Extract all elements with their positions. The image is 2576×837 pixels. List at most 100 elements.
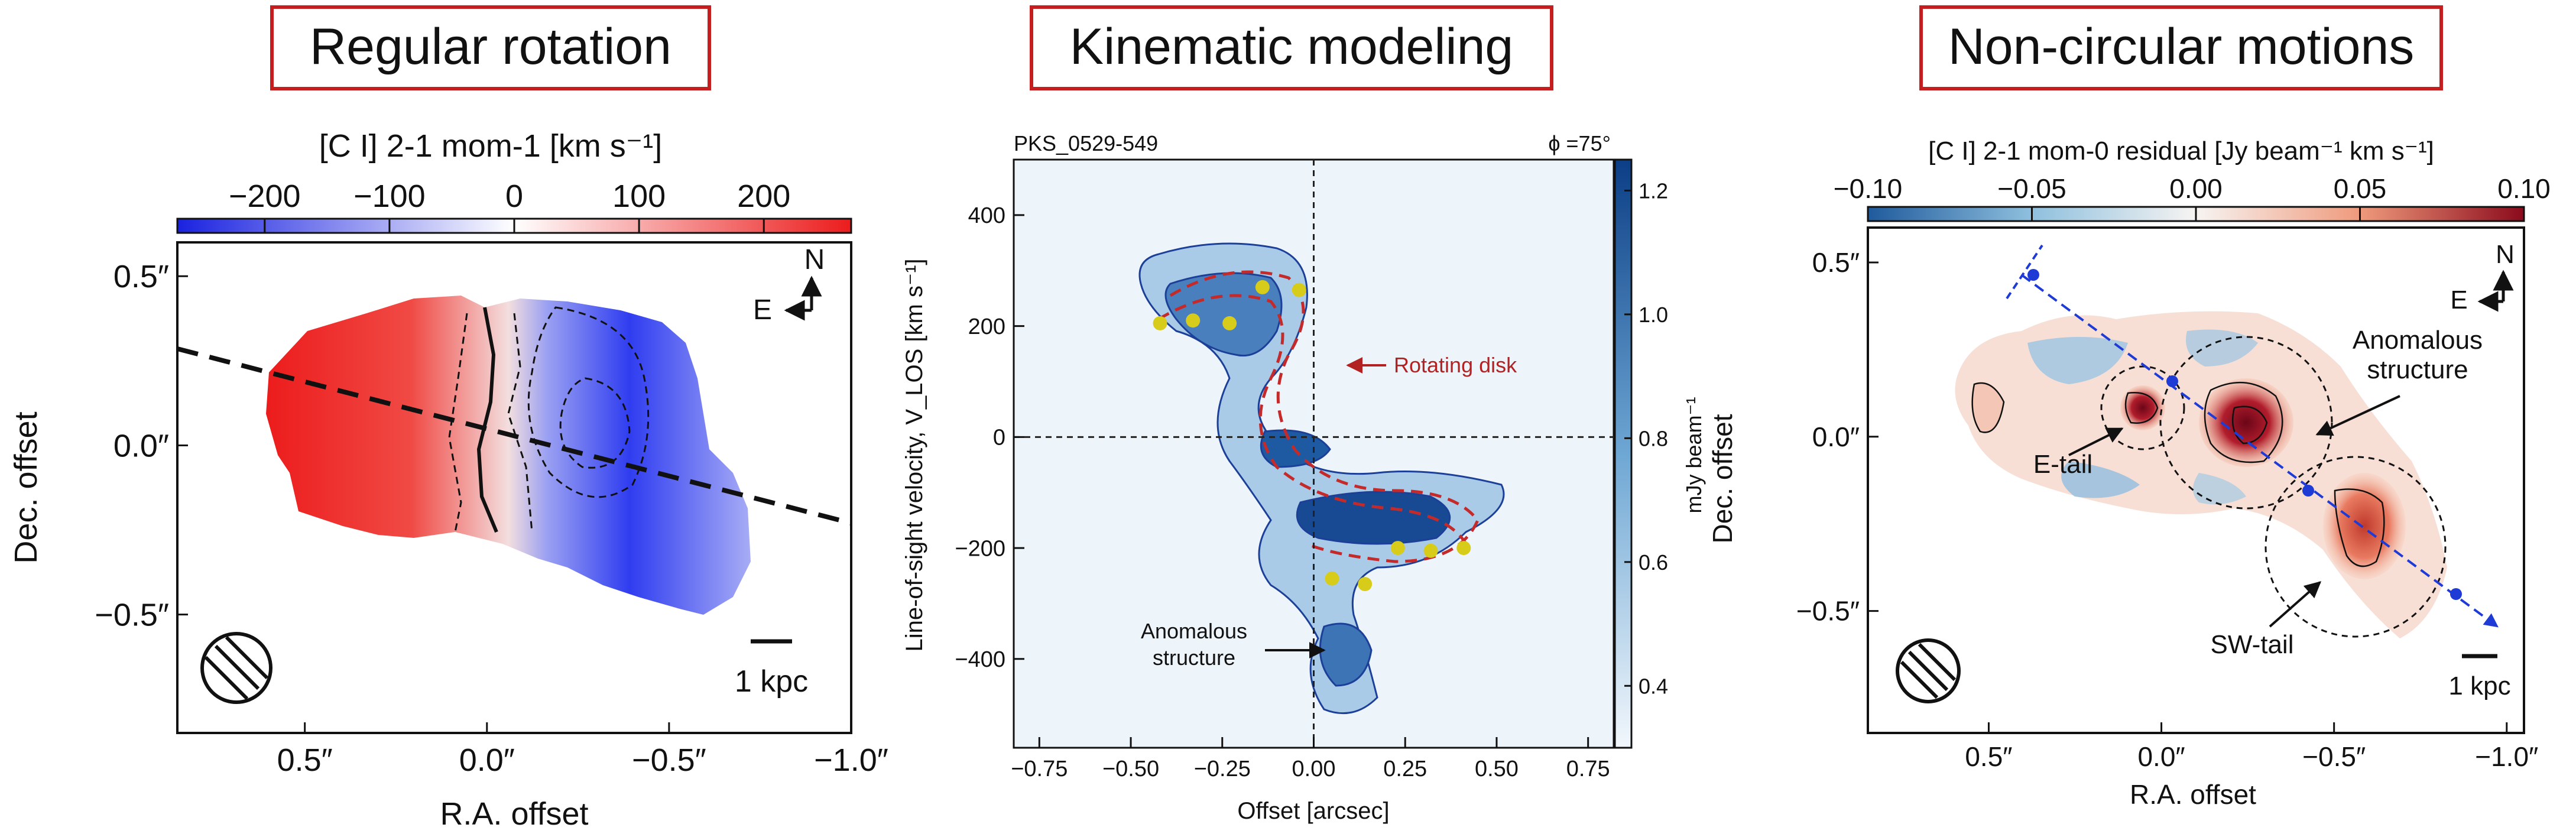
panel-kinematic-modeling: Kinematic modeling PKS_0529-549 ϕ =75° −… <box>901 5 1706 824</box>
slit-end <box>2006 244 2043 300</box>
p3-cb-tick-label: 0.10 <box>2497 173 2551 204</box>
p3-cb-tick-label: 0.00 <box>2169 173 2223 204</box>
p1-y-tick-label: 0.0″ <box>113 428 169 463</box>
beam-ellipse <box>1896 638 1961 703</box>
rotating-disk-model <box>1157 294 1468 545</box>
p2-cb-tick-label: 1.2 <box>1639 179 1668 203</box>
model-point <box>1456 541 1471 556</box>
velocity-contour <box>527 306 650 498</box>
zero-velocity-contour <box>476 307 498 533</box>
panel-1-x-ticks: 0.5″ 0.0″ −0.5″ −1.0″ <box>277 722 888 778</box>
p1-cb-tick-label: 100 <box>612 179 666 214</box>
model-points <box>1153 280 1471 592</box>
panel-2-colorbar-label: mJy beam⁻¹ <box>1682 397 1706 513</box>
compass-e-label: E <box>2450 286 2467 314</box>
panel-3-y-ticks: 0.5″ 0.0″ −0.5″ <box>1796 247 1879 627</box>
p2-x-tick-label: 0.00 <box>1292 757 1336 781</box>
p2-y-tick-label: 400 <box>968 203 1005 228</box>
pv-inner-contour <box>1296 491 1451 545</box>
panel-2-y-label: Line-of-sight velocity, V_LOS [km s⁻¹] <box>901 258 927 651</box>
panel-1-y-label: Dec. offset <box>8 411 44 563</box>
e-tail-arrow <box>2068 427 2124 456</box>
model-point <box>1423 543 1438 558</box>
model-point <box>1255 280 1270 294</box>
pv-inner-contour <box>1319 622 1373 687</box>
panel-3-colorbar-label: [C I] 2-1 mom-0 residual [Jy beam⁻¹ km s… <box>1928 137 2434 166</box>
sw-tail-arrow <box>2269 581 2322 628</box>
residual-contour <box>1971 382 2005 433</box>
p3-y-tick-label: 0.0″ <box>1812 421 1860 452</box>
anomalous-structure-emission <box>2199 378 2293 467</box>
p2-cb-tick-label: 0.8 <box>1639 426 1668 450</box>
panel-regular-rotation: Regular rotation [C I] 2-1 mom-1 [km s⁻¹… <box>8 5 888 832</box>
model-point <box>1186 313 1201 328</box>
compass: N E <box>2450 240 2515 314</box>
anomalous-structure-arrow <box>2315 395 2400 436</box>
velocity-field-shape <box>266 296 751 615</box>
residual-contour <box>2204 381 2283 463</box>
p2-x-tick-label: 0.50 <box>1475 757 1519 781</box>
anomalous-structure-label-2: structure <box>2367 355 2468 384</box>
panel-3-colorbar-ticks: −0.10 −0.05 0.00 0.05 0.10 <box>1834 173 2551 221</box>
panel-3-y-label: Dec. offset <box>1707 414 1738 543</box>
compass-n-label: N <box>804 244 825 275</box>
beam-ellipse <box>200 632 272 704</box>
panel-1-y-ticks: 0.5″ 0.0″ −0.5″ <box>95 259 188 633</box>
panel-1-heading-box <box>270 5 711 90</box>
slit-point <box>2450 588 2462 600</box>
p3-x-tick-label: −1.0″ <box>2475 741 2538 772</box>
e-tail-emission <box>2120 385 2165 430</box>
model-point <box>1222 316 1237 330</box>
p2-y-tick-label: −400 <box>955 647 1005 672</box>
panel-3-x-label: R.A. offset <box>2130 779 2256 810</box>
panel-2-x-ticks: −0.75 −0.50 −0.25 0.00 0.25 0.50 0.75 <box>1011 737 1610 781</box>
model-point <box>1292 283 1306 297</box>
p1-cb-tick-label: 200 <box>737 179 790 214</box>
p1-x-tick-label: −1.0″ <box>814 742 888 778</box>
panel-2-x-label: Offset [arcsec] <box>1237 798 1389 824</box>
slit-point <box>2166 375 2178 387</box>
model-point <box>1325 571 1339 586</box>
p2-x-tick-label: 0.75 <box>1566 757 1610 781</box>
e-tail-label: E-tail <box>2033 450 2092 479</box>
residual-contour <box>2124 392 2159 424</box>
compass-e-label: E <box>753 294 772 326</box>
p2-x-tick-label: 0.25 <box>1383 757 1427 781</box>
p2-cb-tick-label: 1.0 <box>1639 303 1668 327</box>
p3-x-tick-label: 0.5″ <box>1965 741 2012 772</box>
sw-tail-label: SW-tail <box>2211 630 2294 659</box>
anomalous-structure-label-1: Anomalous <box>2353 326 2483 355</box>
panel-1-heading: Regular rotation <box>310 18 671 75</box>
residual-map <box>1955 311 2447 638</box>
p2-cb-tick-label: 0.6 <box>1639 550 1668 575</box>
panel-1-colorbar-label: [C I] 2-1 mom-1 [km s⁻¹] <box>319 128 663 164</box>
panel-2-heading-box <box>1030 5 1553 90</box>
p3-cb-tick-label: −0.05 <box>1997 173 2066 204</box>
p3-cb-tick-label: 0.05 <box>2334 173 2387 204</box>
velocity-contour <box>448 313 468 533</box>
slit-point <box>2027 269 2039 281</box>
negative-residual <box>2186 329 2258 366</box>
p2-x-tick-label: −0.75 <box>1011 757 1068 781</box>
panel-2-heading: Kinematic modeling <box>1070 18 1513 75</box>
velocity-contour <box>559 377 631 469</box>
rotating-disk-model <box>1169 270 1480 563</box>
p1-x-tick-label: −0.5″ <box>632 742 706 778</box>
panel-2-colorbar <box>1614 158 1633 749</box>
phi-angle: ϕ =75° <box>1548 131 1611 155</box>
model-point <box>1153 316 1167 330</box>
e-tail-circle <box>2100 365 2185 450</box>
residual-contour <box>2231 405 2268 445</box>
panel-3-heading: Non-circular motions <box>1948 18 2415 75</box>
p1-y-tick-label: 0.5″ <box>113 259 169 294</box>
kinematic-major-axis <box>176 346 852 525</box>
p1-y-tick-label: −0.5″ <box>95 598 169 633</box>
p1-cb-tick-label: 0 <box>505 179 523 214</box>
compass-n-label: N <box>2496 240 2515 269</box>
p2-cb-tick-label: 0.4 <box>1639 674 1668 698</box>
model-point <box>1390 541 1405 556</box>
anomalous-structure-label-1: Anomalous <box>1141 619 1247 643</box>
panel-non-circular-motions: Non-circular motions [C I] 2-1 mom-0 res… <box>1707 5 2551 810</box>
negative-residual <box>2027 337 2128 384</box>
